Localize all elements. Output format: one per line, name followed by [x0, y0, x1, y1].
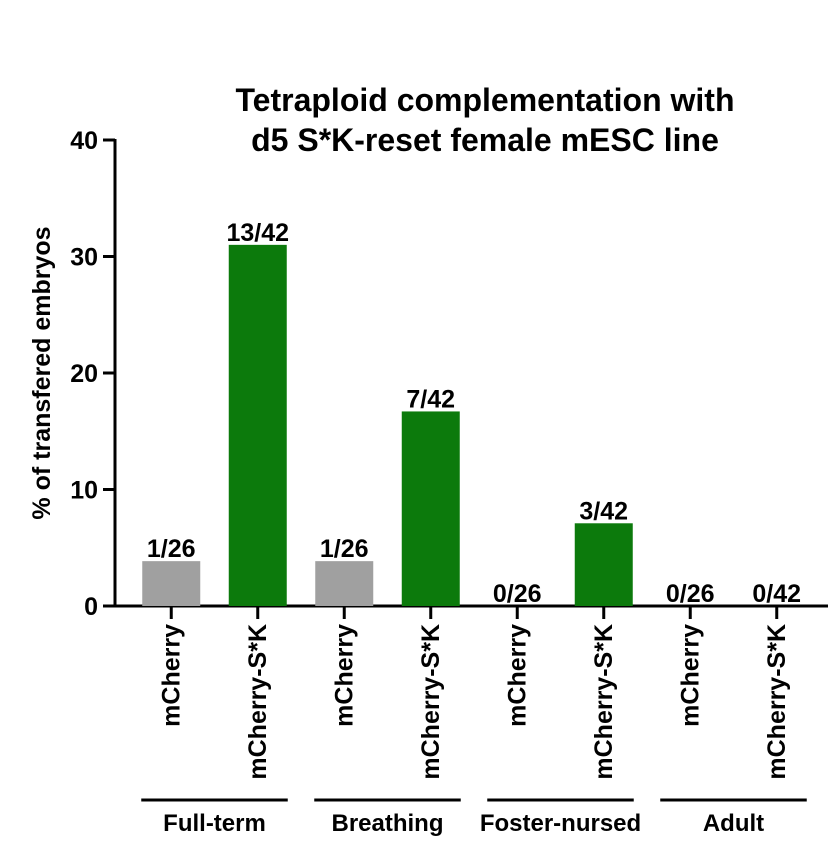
x-category-label: mCherry-S*K — [244, 624, 272, 780]
y-tick-label: 20 — [70, 360, 98, 388]
x-category-label: mCherry — [503, 624, 531, 727]
x-category-label: mCherry-S*K — [763, 624, 791, 780]
data-label: 0/26 — [493, 580, 542, 608]
x-category-label: mCherry — [330, 624, 358, 727]
bar — [574, 523, 633, 606]
bar — [401, 411, 460, 606]
bar — [228, 244, 287, 606]
group-label: Adult — [703, 810, 764, 837]
chart-title: Tetraploid complementation with d5 S*K-r… — [160, 80, 810, 160]
data-label: 0/26 — [666, 580, 715, 608]
chart-title-line-1: Tetraploid complementation with — [235, 82, 735, 118]
data-label: 1/26 — [147, 535, 196, 563]
x-category-label: mCherry — [157, 624, 185, 727]
chart-title-line-2: d5 S*K-reset female mESC line — [251, 122, 719, 158]
data-label: 13/42 — [226, 219, 289, 247]
group-label: Breathing — [331, 810, 443, 837]
group-label: Full-term — [163, 810, 266, 837]
data-label: 1/26 — [320, 535, 369, 563]
y-tick-label: 30 — [70, 244, 98, 272]
data-label: 7/42 — [406, 385, 455, 413]
data-label: 3/42 — [579, 497, 628, 525]
x-category-label: mCherry-S*K — [417, 624, 445, 780]
group-label: Foster-nursed — [480, 810, 641, 837]
x-category-label: mCherry-S*K — [590, 624, 618, 780]
data-label: 0/42 — [752, 580, 801, 608]
bar — [142, 561, 201, 606]
y-tick-label: 40 — [70, 127, 98, 155]
bar — [315, 561, 374, 606]
y-axis-label: % of transfered embryos — [28, 226, 56, 519]
x-category-label: mCherry — [676, 624, 704, 727]
y-tick-label: 0 — [84, 593, 98, 621]
y-tick-label: 10 — [70, 477, 98, 505]
